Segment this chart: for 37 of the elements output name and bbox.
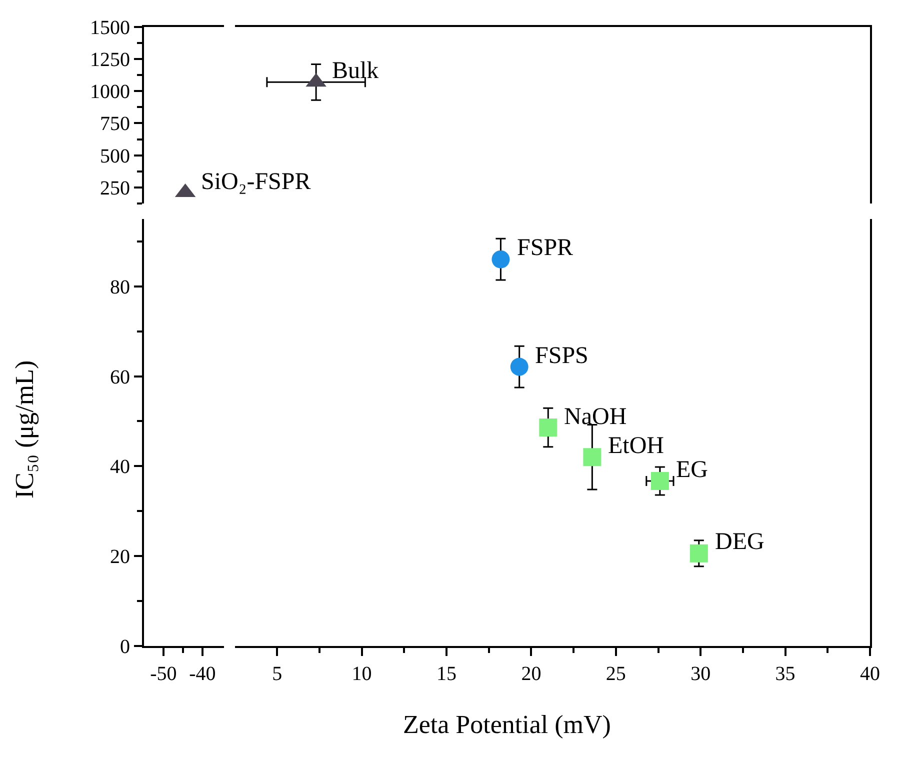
y-tick-label: 1000 xyxy=(90,81,130,104)
point xyxy=(492,250,510,268)
point xyxy=(510,358,528,376)
x-tick-label: 35 xyxy=(775,663,796,685)
point xyxy=(583,448,602,466)
y-tick-label: 1500 xyxy=(90,17,130,39)
y-tick-label: 750 xyxy=(100,113,130,136)
y-tick-label: 40 xyxy=(110,456,130,478)
point xyxy=(650,472,669,490)
annotation: EG xyxy=(676,457,708,483)
x-tick-label: 30 xyxy=(690,663,711,685)
x-tick-label: 20 xyxy=(521,663,542,685)
x-tick-label: 40 xyxy=(860,663,880,685)
y-tick-label: 80 xyxy=(110,276,130,298)
y-tick-label: 0 xyxy=(120,636,130,658)
y-tick-label: 20 xyxy=(110,546,130,568)
x-tick-label: 10 xyxy=(352,663,372,685)
annotation: FSPS xyxy=(535,343,588,369)
x-axis-title: Zeta Potential (mV) xyxy=(403,710,611,739)
y-tick-label: 250 xyxy=(100,177,130,200)
point xyxy=(539,418,558,436)
annotation: SiO₂-FSPR xyxy=(201,169,311,195)
y-tick-label: 500 xyxy=(100,145,130,168)
x-tick-label: 15 xyxy=(436,663,456,685)
x-tick-label: -50 xyxy=(150,663,177,685)
annotation: Bulk xyxy=(332,58,379,84)
y-tick-label: 60 xyxy=(110,366,130,388)
annotation: FSPR xyxy=(517,235,574,261)
annotation: DEG xyxy=(715,529,764,555)
annotation: EtOH xyxy=(608,433,664,459)
y-axis-title: IC₅₀ (μg/mL) xyxy=(10,360,39,499)
x-tick-label: 5 xyxy=(272,663,282,685)
y-tick-label: 1250 xyxy=(90,49,130,72)
point xyxy=(690,544,708,562)
x-tick-label: 25 xyxy=(606,663,626,685)
annotation: NaOH xyxy=(564,404,627,430)
x-tick-label: -40 xyxy=(189,663,216,685)
